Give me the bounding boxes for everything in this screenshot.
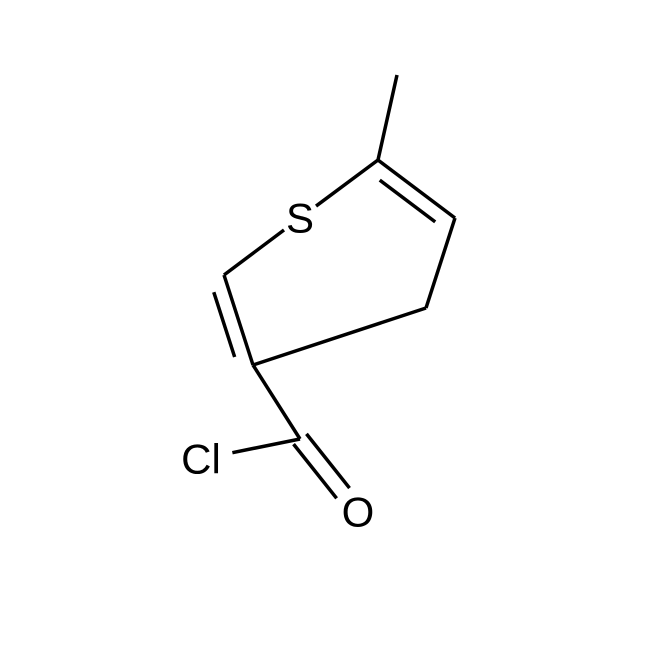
bond-line (253, 308, 426, 365)
bond-line (426, 218, 455, 308)
atom-label-cl: Cl (181, 436, 221, 483)
bond-line (232, 439, 300, 453)
atom-label-o: O (342, 489, 375, 536)
bond-line (380, 180, 435, 222)
bond-line (306, 434, 349, 488)
chemical-structure-diagram: S O Cl (0, 0, 650, 650)
bond-line (378, 75, 397, 160)
bond-line (224, 275, 253, 365)
bond-line (224, 230, 284, 275)
bond-line (253, 365, 300, 439)
bond-line (294, 444, 337, 498)
atom-label-s: S (286, 195, 314, 242)
bond-line (316, 160, 378, 206)
